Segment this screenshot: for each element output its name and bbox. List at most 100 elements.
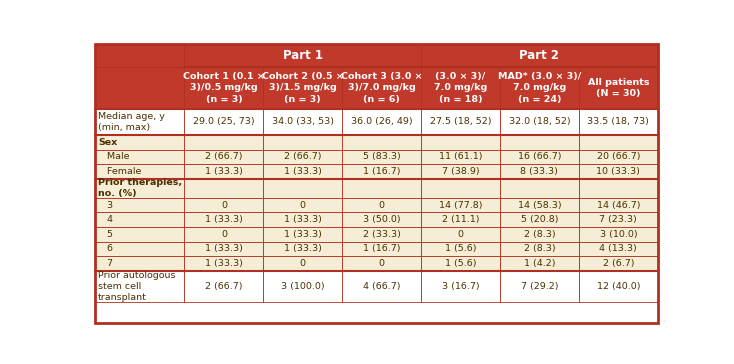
Bar [264,109,342,135]
Text: Cohort 2 (0.5 ×
3)/1.5 mg/kg
(n = 3): Cohort 2 (0.5 × 3)/1.5 mg/kg (n = 3) [262,72,344,104]
Text: 2 (66.7): 2 (66.7) [284,153,321,161]
Bar [421,150,500,164]
Text: 5: 5 [98,230,113,239]
Bar [421,179,500,198]
Text: 34.0 (33, 53): 34.0 (33, 53) [272,117,334,126]
Text: 7 (23.3): 7 (23.3) [600,215,637,224]
Bar [579,150,658,164]
Text: 20 (66.7): 20 (66.7) [597,153,640,161]
Text: 32.0 (18, 52): 32.0 (18, 52) [509,117,570,126]
Text: 2 (66.7): 2 (66.7) [206,153,243,161]
Bar [342,179,421,198]
Bar [264,164,342,179]
Text: 36.0 (26, 49): 36.0 (26, 49) [351,117,413,126]
Bar [342,135,421,150]
Bar [500,109,579,135]
Bar [95,67,184,109]
Text: 16 (66.7): 16 (66.7) [517,153,562,161]
Bar [579,67,658,109]
Text: 3 (50.0): 3 (50.0) [363,215,401,224]
Text: 14 (77.8): 14 (77.8) [439,201,482,210]
Bar [579,164,658,179]
Text: 1 (5.6): 1 (5.6) [445,259,476,268]
Bar [500,67,579,109]
Bar [342,213,421,227]
Bar [342,150,421,164]
Bar [184,227,264,242]
Text: 1 (33.3): 1 (33.3) [284,230,321,239]
Bar [264,150,342,164]
Text: 7: 7 [98,259,113,268]
Text: 0: 0 [299,259,306,268]
Bar [500,227,579,242]
Bar [579,179,658,198]
Text: 0: 0 [221,201,227,210]
Text: Part 2: Part 2 [520,49,559,62]
Text: Median age, y
(min, max): Median age, y (min, max) [98,112,165,132]
Bar [421,109,500,135]
Bar [95,135,184,150]
Text: Part 1: Part 1 [283,49,323,62]
Bar [264,227,342,242]
Text: Cohort 3 (3.0 ×
3)/7.0 mg/kg
(n = 6): Cohort 3 (3.0 × 3)/7.0 mg/kg (n = 6) [341,72,423,104]
Bar [500,256,579,271]
Bar [342,109,421,135]
Text: 2 (66.7): 2 (66.7) [206,282,243,291]
Text: 3 (10.0): 3 (10.0) [600,230,637,239]
Text: MAD* (3.0 × 3)/
7.0 mg/kg
(n = 24): MAD* (3.0 × 3)/ 7.0 mg/kg (n = 24) [498,72,581,104]
Bar [342,271,421,302]
Bar [264,271,342,302]
Text: 0: 0 [299,201,306,210]
Text: 3 (16.7): 3 (16.7) [442,282,479,291]
Text: 2 (8.3): 2 (8.3) [523,230,555,239]
Text: 1 (16.7): 1 (16.7) [363,167,401,176]
Bar [184,44,421,67]
Text: 0: 0 [457,230,464,239]
Bar [500,242,579,256]
Bar [421,242,500,256]
Bar [95,109,184,135]
Bar [421,67,500,109]
Bar [500,198,579,213]
Text: Male: Male [98,153,129,161]
Text: 1 (5.6): 1 (5.6) [445,244,476,253]
Bar [342,198,421,213]
Bar [95,256,184,271]
Bar [421,213,500,227]
Text: 1 (33.3): 1 (33.3) [284,244,321,253]
Text: 5 (20.8): 5 (20.8) [520,215,558,224]
Bar [264,179,342,198]
Bar [579,213,658,227]
Text: 1 (33.3): 1 (33.3) [205,259,243,268]
Text: 0: 0 [221,230,227,239]
Bar [184,67,264,109]
Bar [342,164,421,179]
Bar [579,109,658,135]
Bar [579,227,658,242]
Bar [342,227,421,242]
Text: 1 (33.3): 1 (33.3) [284,215,321,224]
Bar [95,271,184,302]
Text: 14 (46.7): 14 (46.7) [597,201,640,210]
Bar [95,164,184,179]
Text: Prior autologous
stem cell
transplant: Prior autologous stem cell transplant [98,271,175,302]
Bar [421,227,500,242]
Bar [500,164,579,179]
Bar [184,271,264,302]
Text: 3 (100.0): 3 (100.0) [281,282,324,291]
Text: 1 (33.3): 1 (33.3) [205,215,243,224]
Bar [184,213,264,227]
Text: 0: 0 [379,259,385,268]
Bar [184,164,264,179]
Bar [421,256,500,271]
Bar [342,256,421,271]
Text: 2 (6.7): 2 (6.7) [603,259,634,268]
Text: 4 (13.3): 4 (13.3) [600,244,637,253]
Text: 0: 0 [379,201,385,210]
Text: 4 (66.7): 4 (66.7) [363,282,401,291]
Text: 2 (11.1): 2 (11.1) [442,215,479,224]
Bar [500,213,579,227]
Bar [500,179,579,198]
Bar [264,213,342,227]
Bar [342,67,421,109]
